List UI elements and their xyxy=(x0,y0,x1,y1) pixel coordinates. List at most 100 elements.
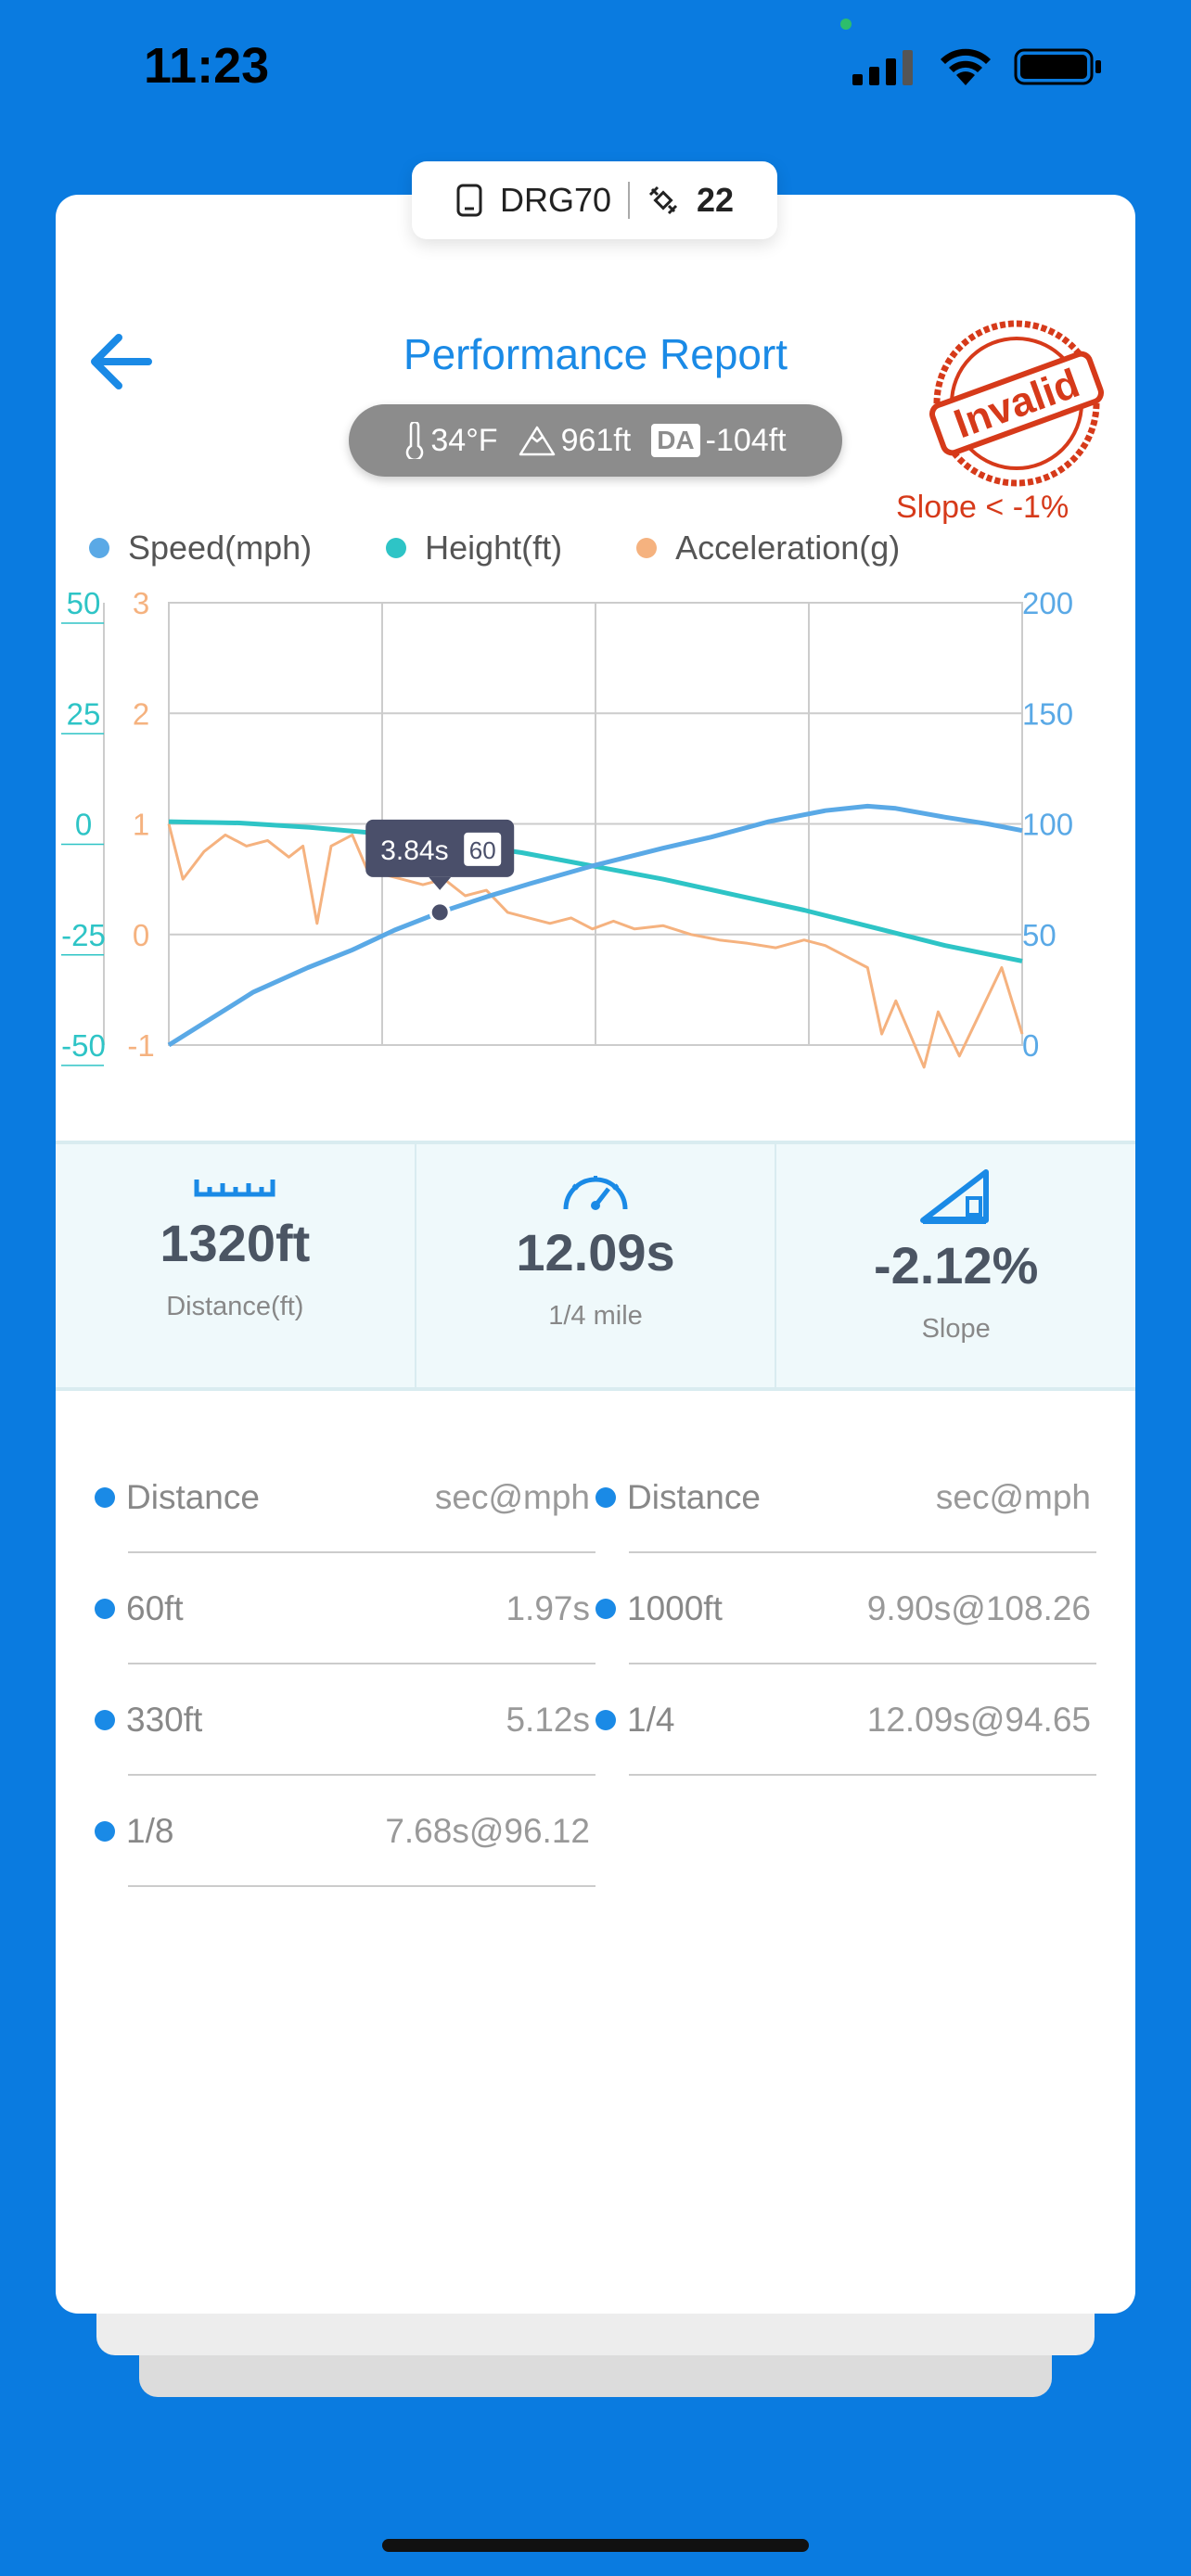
split-distance: 60ft xyxy=(126,1589,184,1627)
accel-tick-label: 0 xyxy=(133,918,149,952)
legend-dot xyxy=(386,538,407,558)
series-line-speedmph xyxy=(167,803,1023,1048)
performance-chart[interactable]: 50 25 0 -25 -50 3 2 1 0 -1 200 150 100 50 0 3.84s 6… xyxy=(56,584,1135,1141)
height-tick-label: 25 xyxy=(67,696,101,731)
speed-tick-label: 200 xyxy=(1022,586,1073,620)
table-row: 60ft 1.97s 1000ft 9.90s@108.26 xyxy=(89,1553,1109,1664)
home-indicator[interactable] xyxy=(382,2539,809,2552)
stat-quarter-mile: 12.09s 1/4 mile xyxy=(416,1144,777,1387)
bullet-icon xyxy=(596,1487,616,1508)
column-header: Distance xyxy=(627,1478,761,1516)
report-card: Performance Report 34°F 961ft DA -104ft … xyxy=(56,195,1135,2314)
stat-value: -2.12% xyxy=(873,1236,1039,1294)
split-time: 1.97s xyxy=(506,1589,590,1627)
battery-icon xyxy=(1014,48,1101,85)
split-distance: 1000ft xyxy=(627,1589,723,1627)
speed-tick-label: 0 xyxy=(1022,1028,1039,1063)
device-pill[interactable]: DRG70 22 xyxy=(412,161,777,239)
accel-tick-label: 2 xyxy=(133,696,149,731)
tooltip-speed: 60 xyxy=(469,836,496,864)
slope-warning: Slope < -1% xyxy=(896,490,1069,525)
bullet-icon xyxy=(95,1710,115,1730)
series-line-accelerationg xyxy=(167,823,1024,1069)
height-tick-label: 0 xyxy=(75,808,92,842)
speedometer-icon xyxy=(563,1176,628,1210)
legend-label: Speed(mph) xyxy=(128,529,313,567)
legend-dot xyxy=(89,538,109,558)
speed-tick-label: 100 xyxy=(1022,808,1073,842)
legend-label: Acceleration(g) xyxy=(675,529,901,567)
legend-speed[interactable]: Speed(mph) xyxy=(89,529,312,567)
pill-divider xyxy=(628,182,630,219)
column-header: Distance xyxy=(126,1478,260,1516)
column-header: sec@mph xyxy=(935,1478,1091,1516)
wifi-icon xyxy=(941,48,991,85)
cellular-signal-icon xyxy=(852,50,913,85)
status-time: 11:23 xyxy=(144,38,270,94)
split-time: 12.09s@94.65 xyxy=(866,1701,1091,1739)
stat-value: 12.09s xyxy=(516,1223,675,1282)
privacy-indicator xyxy=(840,19,852,30)
height-tick-label: -50 xyxy=(61,1028,106,1063)
mountain-icon xyxy=(519,426,555,456)
tooltip-pointer xyxy=(429,876,452,890)
height-tick-label: 50 xyxy=(67,586,101,620)
split-distance: 330ft xyxy=(126,1701,203,1739)
ruler-icon xyxy=(194,1180,275,1197)
speed-tick-label: 150 xyxy=(1022,696,1073,731)
stat-label: 1/4 mile xyxy=(548,1301,643,1331)
accel-tick-label: 3 xyxy=(133,586,149,620)
bullet-icon xyxy=(95,1599,115,1619)
da-label: DA xyxy=(651,424,700,457)
split-time: 7.68s@96.12 xyxy=(385,1812,590,1850)
speed-tick-label: 50 xyxy=(1022,918,1057,952)
stamp-text: Invalid xyxy=(948,361,1085,448)
split-time: 9.90s@108.26 xyxy=(866,1589,1091,1627)
thermometer-icon xyxy=(406,422,424,459)
legend-acceleration[interactable]: Acceleration(g) xyxy=(636,529,900,567)
split-time: 5.12s xyxy=(506,1701,590,1739)
altitude-value: 961ft xyxy=(560,422,632,458)
back-arrow-icon[interactable] xyxy=(83,325,158,399)
stat-value: 1320ft xyxy=(160,1214,311,1272)
stat-slope: -2.12% Slope xyxy=(776,1144,1135,1387)
satellite-icon xyxy=(648,185,678,215)
status-icons xyxy=(852,46,1103,87)
accel-tick-label: -1 xyxy=(127,1028,154,1063)
device-icon xyxy=(456,184,482,217)
device-name: DRG70 xyxy=(499,181,611,219)
da-value: -104ft xyxy=(705,422,787,458)
tooltip-point xyxy=(429,901,451,924)
page-title: Performance Report xyxy=(403,330,788,378)
legend-dot xyxy=(636,538,658,558)
invalid-stamp-icon: Invalid xyxy=(929,320,1104,487)
table-header-row: Distance sec@mph Distance sec@mph xyxy=(89,1442,1109,1553)
column-header: sec@mph xyxy=(434,1478,590,1516)
satellite-count: 22 xyxy=(697,181,735,219)
temperature-value: 34°F xyxy=(430,422,498,458)
bullet-icon xyxy=(596,1710,616,1730)
legend-label: Height(ft) xyxy=(425,529,563,567)
stat-distance: 1320ft Distance(ft) xyxy=(56,1144,416,1387)
bullet-icon xyxy=(95,1487,115,1508)
splits-table: Distance sec@mph Distance sec@mph 60ft 1.97… xyxy=(89,1442,1109,1887)
bullet-icon xyxy=(596,1599,616,1619)
slope-icon xyxy=(919,1169,989,1224)
conditions-pill: 34°F 961ft DA -104ft xyxy=(349,404,842,477)
split-distance: 1/4 xyxy=(627,1701,675,1739)
temperature: 34°F xyxy=(404,422,498,459)
stat-label: Distance(ft) xyxy=(166,1292,304,1321)
altitude: 961ft xyxy=(519,422,632,459)
tooltip-time: 3.84s xyxy=(380,835,448,866)
height-tick-label: -25 xyxy=(61,918,106,952)
stat-label: Slope xyxy=(921,1314,991,1344)
legend-height[interactable]: Height(ft) xyxy=(386,529,562,567)
accel-tick-label: 1 xyxy=(133,808,149,842)
stats-panel: 1320ft Distance(ft) 12.09s 1/4 mile -2.1… xyxy=(56,1141,1135,1391)
tooltip-speed-badge xyxy=(464,832,502,866)
split-distance: 1/8 xyxy=(126,1812,174,1850)
density-altitude: DA -104ft xyxy=(651,422,787,459)
table-row: 330ft 5.12s 1/4 12.09s@94.65 xyxy=(89,1664,1109,1776)
bullet-icon xyxy=(95,1821,115,1842)
table-row: 1/8 7.68s@96.12 xyxy=(89,1776,1109,1887)
